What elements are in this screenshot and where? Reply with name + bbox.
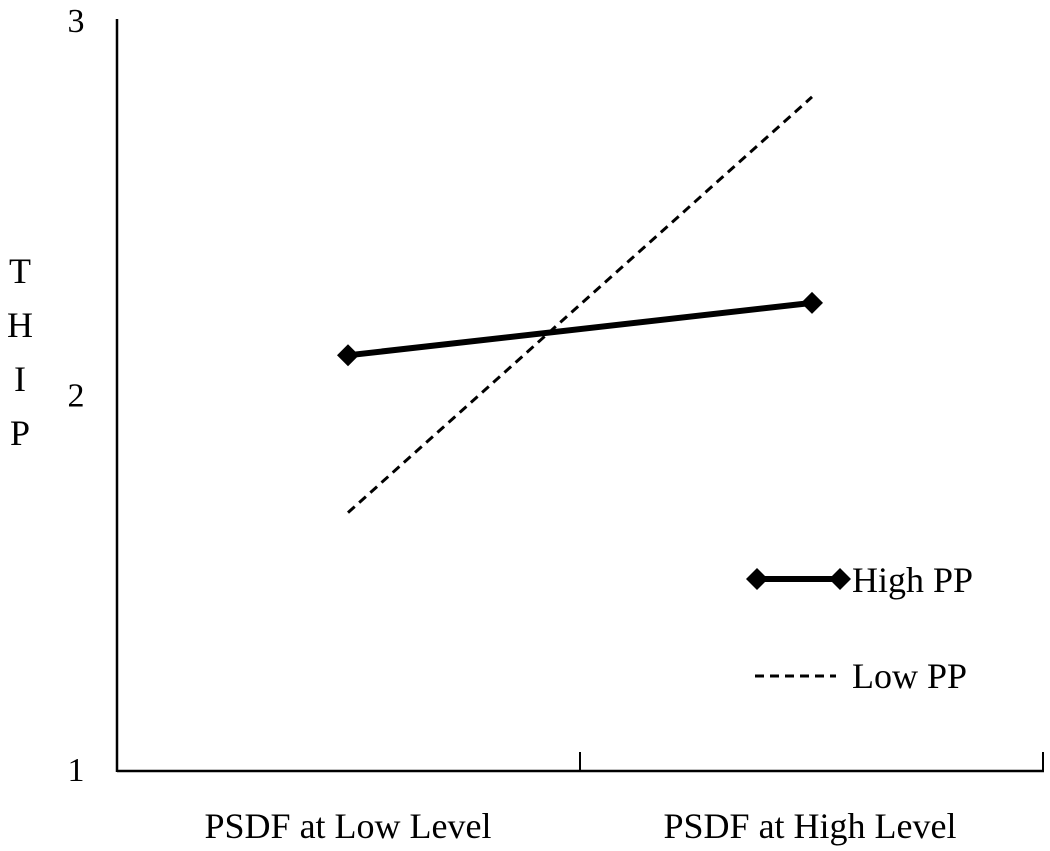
high-pp-point-high-level (801, 291, 823, 314)
legend-label-high-pp: High PP (852, 560, 973, 600)
y-tick-label: 1 (68, 752, 85, 789)
x-category-label-high: PSDF at High Level (664, 806, 957, 846)
series-line-low-pp (346, 95, 814, 514)
series-line-high-pp (347, 299, 813, 359)
legend: High PP Low PP (746, 560, 973, 696)
x-category-labels: PSDF at Low Level PSDF at High Level (205, 806, 957, 846)
y-tick-labels: 1 2 3 (68, 3, 85, 789)
x-category-label-low: PSDF at Low Level (205, 806, 492, 846)
legend-marker-right (829, 568, 851, 590)
y-tick-label: 2 (68, 378, 85, 415)
legend-label-low-pp: Low PP (852, 656, 967, 696)
plot-area (337, 95, 823, 514)
y-tick-label: 3 (68, 3, 85, 40)
high-pp-point-low-level (337, 344, 359, 367)
legend-marker-left (746, 568, 768, 590)
